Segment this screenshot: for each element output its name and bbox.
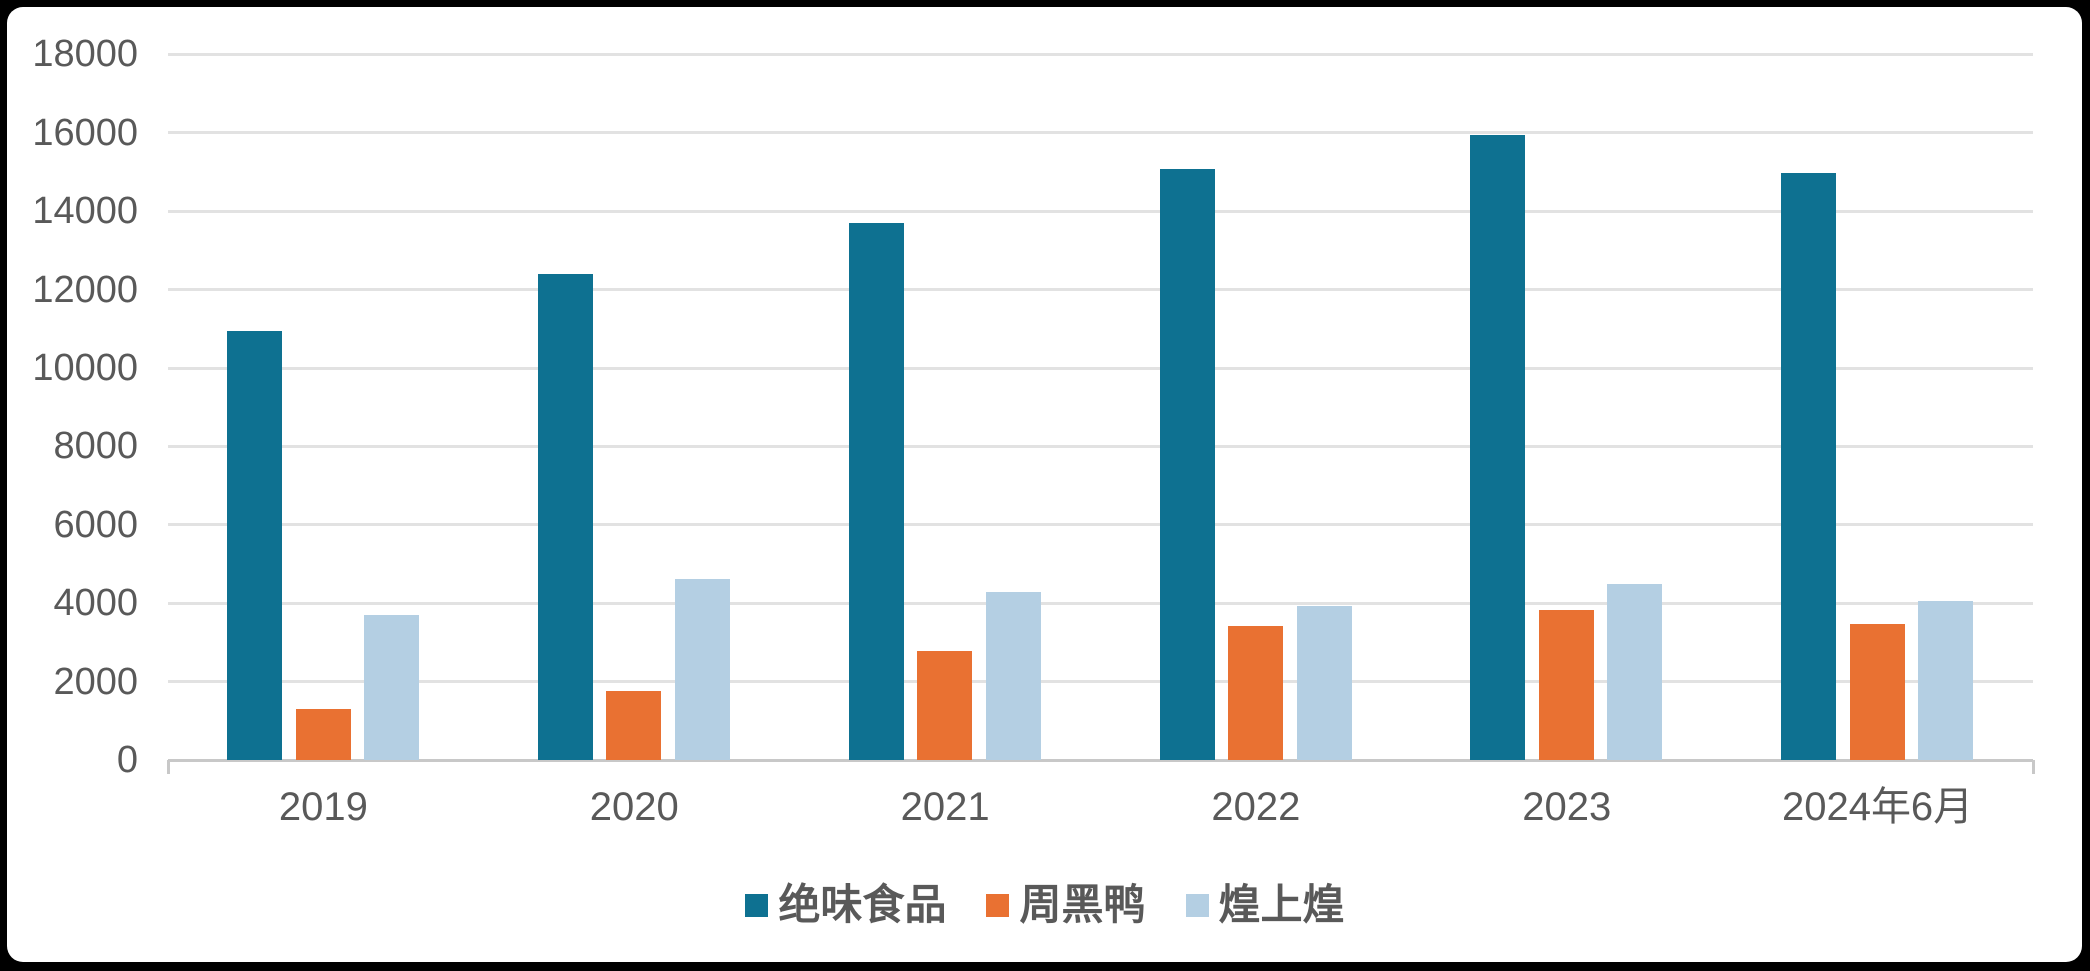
gridline bbox=[168, 444, 2033, 448]
legend-color-swatch bbox=[1185, 893, 1209, 917]
axis-end-tick bbox=[2031, 760, 2035, 774]
bar bbox=[1296, 605, 1352, 760]
gridline bbox=[168, 209, 2033, 213]
y-axis-tick-label: 4000 bbox=[53, 582, 138, 625]
bar bbox=[1228, 625, 1283, 760]
y-axis-tick-label: 10000 bbox=[32, 347, 138, 389]
y-axis-tick-label: 16000 bbox=[32, 111, 138, 154]
x-axis-line bbox=[168, 758, 2033, 762]
gridline bbox=[168, 131, 2033, 135]
bar bbox=[364, 614, 419, 760]
bar bbox=[674, 578, 730, 760]
bar bbox=[227, 330, 282, 760]
gridline bbox=[168, 366, 2033, 370]
legend: 绝味食品 周黑鸭 煌上煌 bbox=[0, 872, 2090, 938]
x-axis-category-label: 2021 bbox=[900, 785, 990, 829]
legend-label: 绝味食品 bbox=[778, 881, 947, 928]
legend-color-swatch bbox=[745, 893, 769, 917]
legend-item: 周黑鸭 bbox=[986, 881, 1146, 929]
bar bbox=[917, 651, 973, 760]
bar bbox=[1470, 134, 1526, 760]
gridline bbox=[168, 601, 2033, 605]
y-axis-tick-label: 8000 bbox=[53, 425, 138, 468]
legend-label: 煌上煌 bbox=[1218, 881, 1345, 928]
x-axis-category-label: 2023 bbox=[1522, 785, 1612, 829]
legend-color-swatch bbox=[986, 893, 1010, 917]
y-axis-tick-label: 0 bbox=[116, 739, 138, 781]
bar bbox=[606, 691, 662, 760]
bar bbox=[1538, 610, 1594, 760]
x-axis-category-label: 2024年6月 bbox=[1781, 785, 1974, 829]
y-axis-tick-label: 12000 bbox=[32, 268, 138, 311]
x-axis-category-label: 2020 bbox=[589, 785, 679, 829]
bar bbox=[1918, 601, 1974, 760]
y-axis-tick-label: 6000 bbox=[53, 503, 138, 546]
x-axis-category-label: 2022 bbox=[1211, 785, 1301, 829]
bar bbox=[985, 592, 1041, 760]
bar bbox=[537, 273, 593, 760]
axis-end-tick bbox=[166, 760, 170, 774]
gridline bbox=[168, 288, 2033, 292]
x-axis-category-label: 2019 bbox=[278, 785, 368, 829]
chart-card bbox=[7, 7, 2082, 962]
legend-item: 煌上煌 bbox=[1185, 881, 1345, 929]
bar bbox=[1849, 624, 1905, 760]
bar bbox=[848, 222, 904, 760]
gridline bbox=[168, 523, 2033, 527]
legend-item: 绝味食品 bbox=[745, 881, 946, 929]
gridline bbox=[168, 680, 2033, 684]
legend-label: 周黑鸭 bbox=[1019, 881, 1146, 928]
bar bbox=[1781, 173, 1837, 760]
bar bbox=[295, 709, 351, 760]
bar bbox=[1159, 168, 1215, 760]
y-axis-tick-label: 2000 bbox=[53, 660, 138, 703]
y-axis-tick-label: 14000 bbox=[32, 190, 138, 233]
bar bbox=[1607, 583, 1663, 760]
gridline bbox=[168, 52, 2033, 56]
y-axis-tick-label: 18000 bbox=[32, 33, 138, 76]
